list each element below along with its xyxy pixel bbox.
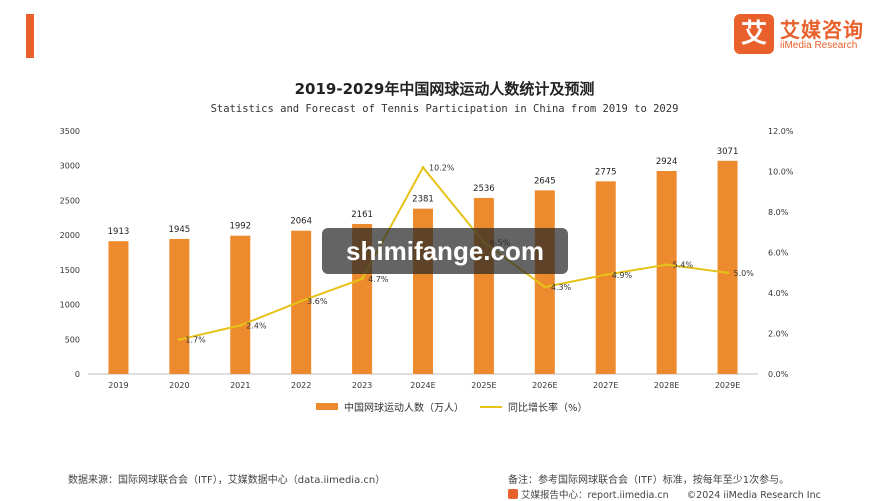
growth-rate-label: 4.3% bbox=[551, 283, 572, 292]
growth-rate-label: 3.6% bbox=[307, 297, 328, 306]
x-tick-label: 2028E bbox=[654, 381, 679, 390]
y-right-tick-label: 0.0% bbox=[768, 370, 789, 379]
bar-2027E bbox=[595, 181, 616, 374]
x-tick-label: 2026E bbox=[532, 381, 557, 390]
y-left-tick-label: 2000 bbox=[60, 231, 80, 240]
bar-value-label: 2161 bbox=[351, 210, 373, 220]
chart-legend: 中国网球运动人数（万人） 同比增长率（%） bbox=[316, 399, 588, 414]
growth-rate-label: 2.4% bbox=[246, 321, 267, 330]
bar-value-label: 3071 bbox=[717, 147, 739, 157]
bar-2020 bbox=[169, 238, 190, 374]
legend-line-swatch bbox=[480, 405, 502, 408]
bar-2028E bbox=[656, 170, 677, 374]
growth-rate-point bbox=[421, 165, 425, 169]
legend-line-label: 同比增长率（%） bbox=[508, 403, 588, 414]
x-tick-label: 2029E bbox=[715, 381, 740, 390]
bar-2019 bbox=[108, 241, 129, 374]
y-left-tick-label: 0 bbox=[75, 370, 80, 379]
y-right-tick-label: 2.0% bbox=[768, 330, 789, 339]
x-tick-label: 2025E bbox=[471, 381, 496, 390]
growth-rate-point bbox=[604, 273, 608, 277]
chart-title: 2019-2029年中国网球运动人数统计及预测 bbox=[294, 80, 595, 98]
bar-2021 bbox=[230, 235, 251, 374]
y-left-tick-label: 1000 bbox=[60, 301, 80, 310]
x-tick-label: 2021 bbox=[230, 381, 250, 390]
bar-value-label: 1992 bbox=[229, 222, 251, 232]
growth-rate-label: 10.2% bbox=[429, 163, 455, 172]
legend-bar-label: 中国网球运动人数（万人） bbox=[344, 403, 464, 414]
bar-value-label: 2381 bbox=[412, 195, 434, 205]
y-right-tick-label: 12.0% bbox=[768, 127, 794, 136]
x-tick-label: 2022 bbox=[291, 381, 311, 390]
growth-rate-label: 5.0% bbox=[734, 269, 755, 278]
bar-2029E bbox=[717, 160, 738, 374]
logo-chinese-name: 艾媒咨询 bbox=[780, 18, 864, 42]
growth-rate-label: 5.4% bbox=[673, 261, 694, 270]
logo-english-name: iiMedia Research bbox=[780, 40, 858, 51]
footer-copyright: ©2024 iiMedia Research Inc bbox=[686, 490, 821, 501]
y-left-tick-label: 3500 bbox=[60, 127, 80, 136]
accent-bar bbox=[26, 14, 34, 58]
growth-rate-line bbox=[179, 165, 728, 341]
bar-value-label: 2924 bbox=[656, 157, 678, 167]
bar-2025E bbox=[473, 197, 494, 374]
growth-rate-point bbox=[360, 277, 364, 281]
bar-value-label: 2645 bbox=[534, 176, 556, 186]
growth-rate-label: 1.7% bbox=[185, 336, 206, 345]
y-left-tick-label: 2500 bbox=[60, 196, 80, 205]
legend-bar-swatch bbox=[316, 403, 338, 410]
growth-rate-point bbox=[238, 323, 242, 327]
growth-rate-point bbox=[726, 271, 730, 275]
x-tick-label: 2020 bbox=[169, 381, 189, 390]
logo-mark-icon: 艾 bbox=[734, 14, 774, 54]
bar-value-label: 2536 bbox=[473, 184, 495, 194]
growth-rate-label: 4.7% bbox=[368, 275, 389, 284]
bar-value-label: 2064 bbox=[290, 217, 312, 227]
growth-rate-point bbox=[299, 299, 303, 303]
data-note: 备注：参考国际网球联合会（ITF）标准，按每年至少1次参与。 bbox=[508, 475, 790, 486]
footer-bar: 艾媒报告中心：report.iimedia.cn ©2024 iiMedia Re… bbox=[508, 487, 821, 501]
bar-value-label: 2775 bbox=[595, 167, 617, 177]
y-right-tick-label: 6.0% bbox=[768, 249, 789, 258]
y-left-tick-label: 1500 bbox=[60, 266, 80, 275]
growth-rate-point bbox=[177, 338, 181, 342]
chart-subtitle: Statistics and Forecast of Tennis Partic… bbox=[210, 103, 679, 115]
iimedia-logo: 艾 艾媒咨询 iiMedia Research bbox=[734, 14, 884, 58]
growth-rate-label: 4.9% bbox=[612, 271, 633, 280]
y-left-tick-label: 3000 bbox=[60, 162, 80, 171]
y-right-tick-label: 10.0% bbox=[768, 168, 794, 177]
x-tick-label: 2027E bbox=[593, 381, 618, 390]
report-center-icon bbox=[508, 489, 518, 499]
y-right-tick-label: 8.0% bbox=[768, 208, 789, 217]
y-left-tick-label: 500 bbox=[65, 335, 80, 344]
data-source: 数据来源：国际网球联合会（ITF），艾媒数据中心（data.iimedia.cn… bbox=[68, 475, 386, 486]
watermark: shimifange.com bbox=[322, 228, 568, 274]
y-right-tick-label: 4.0% bbox=[768, 289, 789, 298]
growth-rate-point bbox=[665, 263, 669, 267]
bar-value-label: 1913 bbox=[108, 227, 130, 237]
x-tick-label: 2019 bbox=[108, 381, 128, 390]
growth-rate-point bbox=[543, 285, 547, 289]
x-tick-label: 2023 bbox=[352, 381, 372, 390]
x-tick-label: 2024E bbox=[410, 381, 435, 390]
bar-value-label: 1945 bbox=[169, 225, 191, 235]
footer-site: 艾媒报告中心：report.iimedia.cn bbox=[521, 490, 669, 501]
